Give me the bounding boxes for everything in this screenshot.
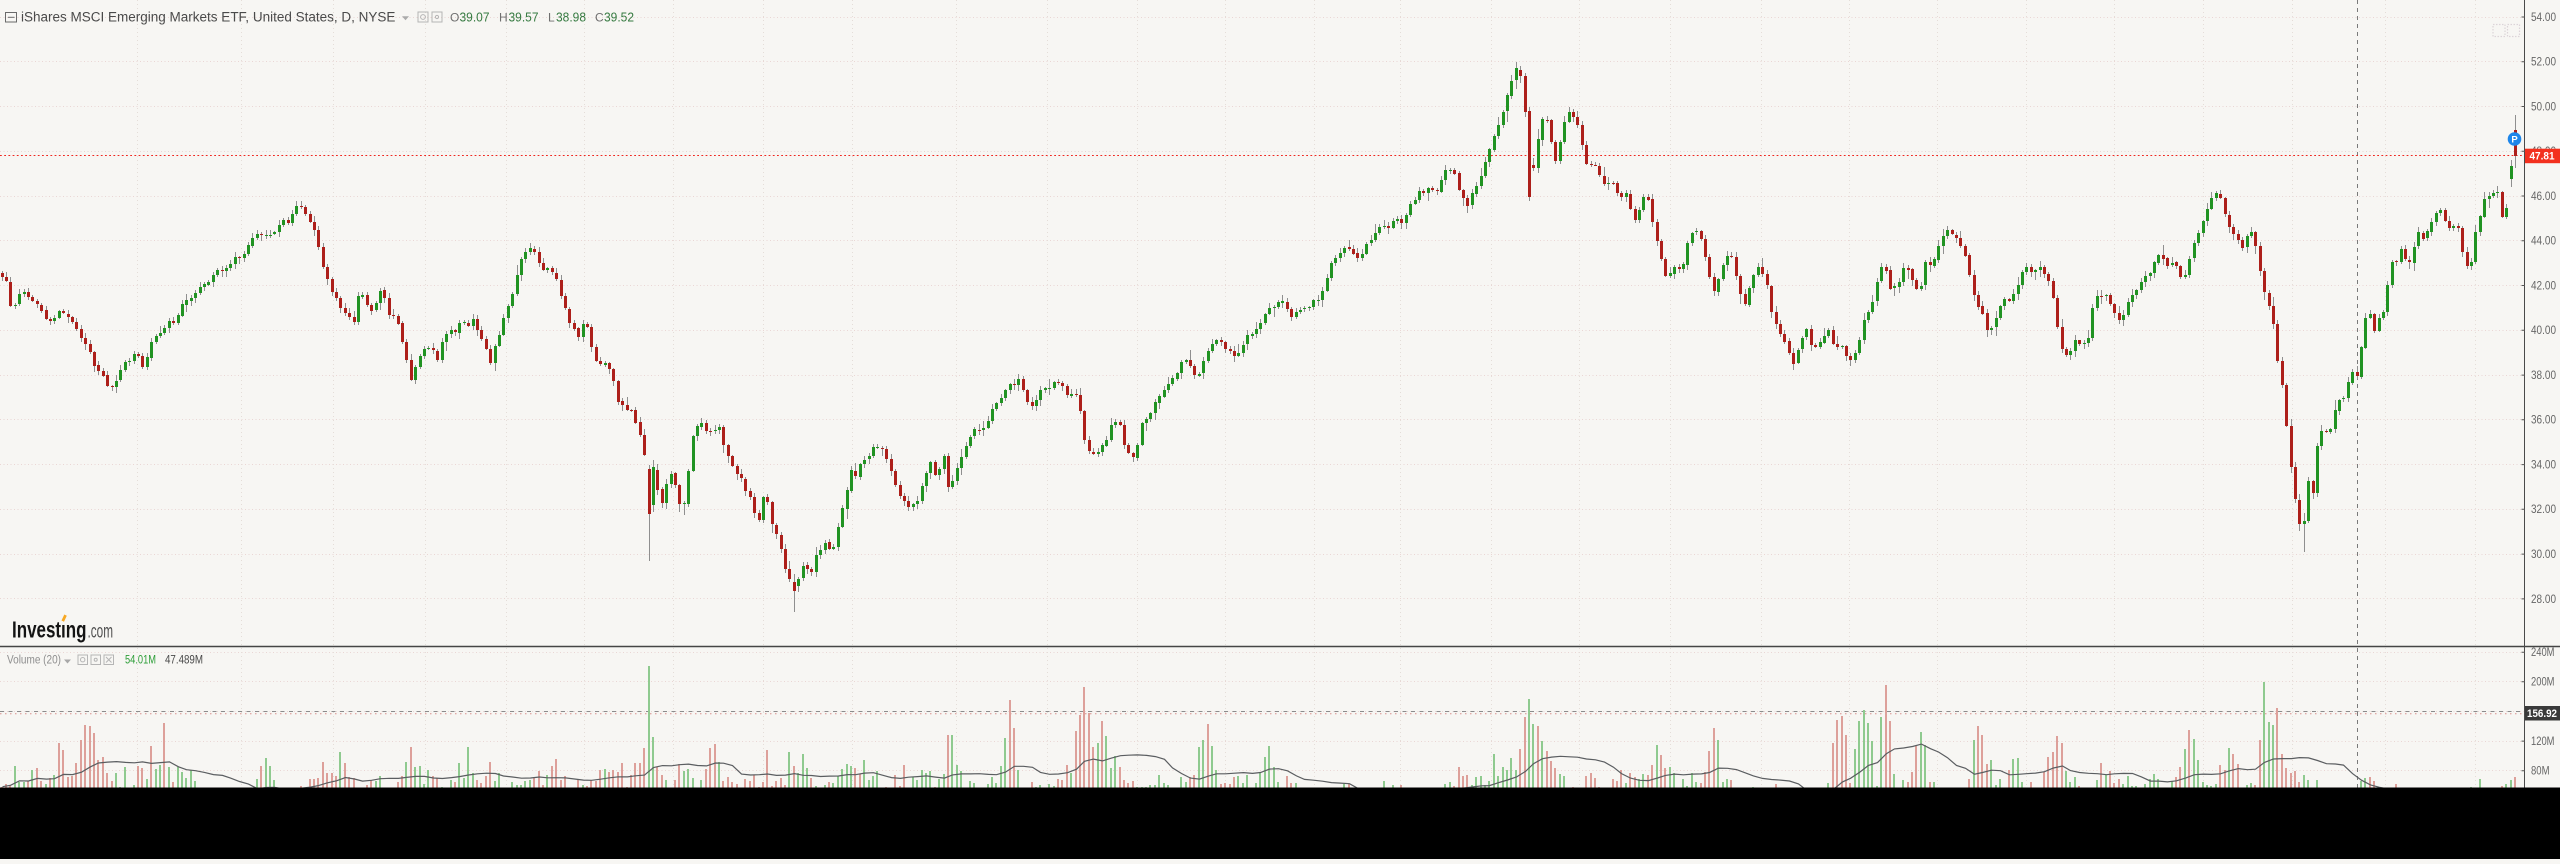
svg-text:34.00: 34.00 bbox=[2531, 460, 2556, 472]
svg-text:240M: 240M bbox=[2531, 647, 2555, 659]
svg-text:Volume (20): Volume (20) bbox=[7, 655, 61, 667]
svg-text:42.00: 42.00 bbox=[2531, 280, 2556, 292]
svg-text:54.01M: 54.01M bbox=[125, 655, 156, 667]
svg-text:47.489M: 47.489M bbox=[165, 655, 203, 667]
svg-text:156.92: 156.92 bbox=[2527, 708, 2557, 720]
svg-text:.com: .com bbox=[88, 622, 114, 643]
svg-text:H: H bbox=[499, 11, 508, 25]
svg-text:36.00: 36.00 bbox=[2531, 415, 2556, 427]
svg-text:44.00: 44.00 bbox=[2531, 236, 2556, 248]
svg-text:38.98: 38.98 bbox=[556, 11, 586, 25]
svg-text:iShares MSCI Emerging Markets: iShares MSCI Emerging Markets ETF, Unite… bbox=[21, 10, 395, 25]
svg-text:200M: 200M bbox=[2531, 677, 2555, 689]
svg-text:C: C bbox=[595, 11, 604, 25]
svg-text:28.00: 28.00 bbox=[2531, 594, 2556, 606]
svg-text:L: L bbox=[548, 11, 555, 25]
svg-text:39.07: 39.07 bbox=[460, 11, 490, 25]
svg-text:39.57: 39.57 bbox=[509, 11, 539, 25]
svg-text:46.00: 46.00 bbox=[2531, 191, 2556, 203]
svg-text:38.00: 38.00 bbox=[2531, 370, 2556, 382]
svg-text:30.00: 30.00 bbox=[2531, 549, 2556, 561]
svg-text:40.00: 40.00 bbox=[2531, 325, 2556, 337]
svg-text:Investıng: Investıng bbox=[12, 617, 87, 643]
svg-text:80M: 80M bbox=[2531, 766, 2550, 778]
svg-text:O: O bbox=[450, 11, 459, 25]
svg-text:39.52: 39.52 bbox=[604, 11, 634, 25]
svg-text:P: P bbox=[2511, 135, 2518, 146]
svg-text:52.00: 52.00 bbox=[2531, 57, 2556, 69]
svg-text:47.81: 47.81 bbox=[2530, 151, 2555, 163]
svg-text:120M: 120M bbox=[2531, 736, 2555, 748]
svg-text:54.00: 54.00 bbox=[2531, 12, 2556, 24]
svg-text:50.00: 50.00 bbox=[2531, 101, 2556, 113]
svg-text:32.00: 32.00 bbox=[2531, 504, 2556, 516]
